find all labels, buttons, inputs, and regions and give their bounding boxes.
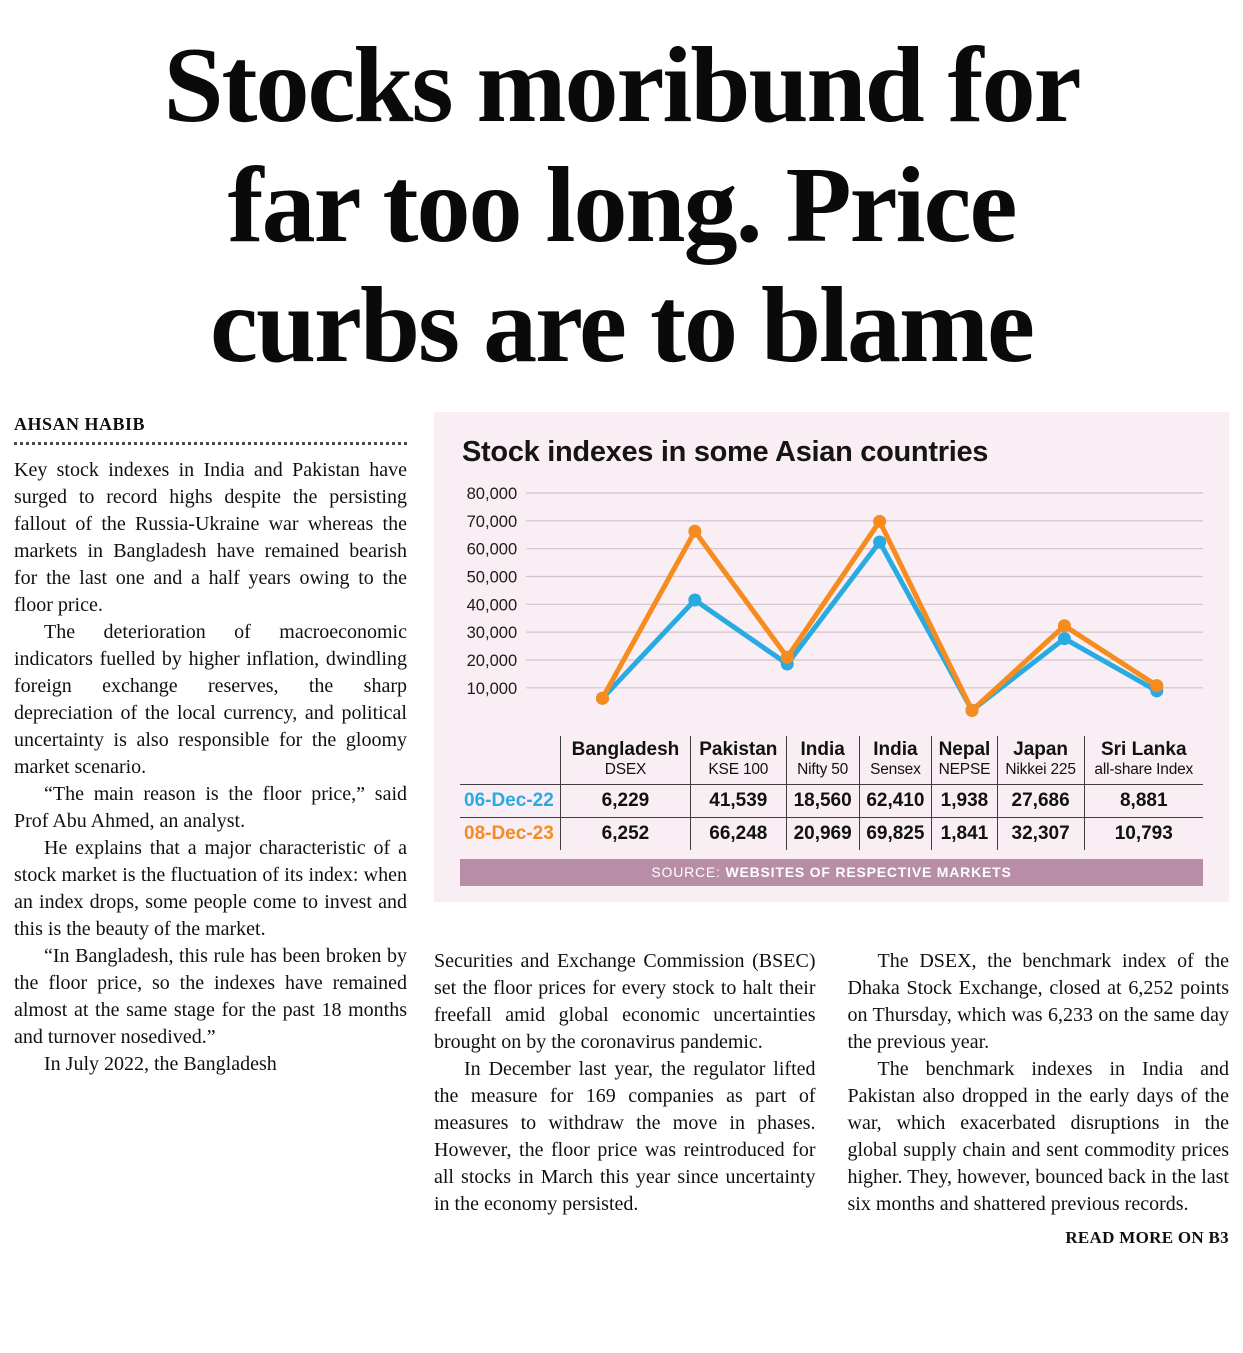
byline: AHSAN HABIB	[14, 414, 146, 434]
headline-line: far too long. Price	[227, 146, 1018, 265]
column-header: Nepal NEPSE	[931, 735, 998, 785]
index-value: 8,881	[1083, 784, 1203, 818]
index-value: 6,229	[560, 784, 691, 818]
index-name: Sensex	[870, 760, 921, 778]
table-row: 06-Dec-22 6,229 41,539 18,560 62,410 1,938 27,…	[460, 784, 1203, 818]
table-row: 08-Dec-23 6,252 66,248 20,969 69,825 1,841 32,…	[460, 817, 1203, 851]
index-value: 20,969	[785, 817, 859, 851]
index-value: 18,560	[785, 784, 859, 818]
headline-line: Stocks moribund for	[163, 26, 1081, 145]
article-column-3: The DSEX, the benchmark index of the Dha…	[848, 948, 1230, 1218]
index-value: 32,307	[996, 817, 1085, 851]
paragraph: In December last year, the regulator lif…	[434, 1058, 816, 1216]
source-label: SOURCE:	[651, 864, 721, 881]
headline: Stocks moribund for far too long. Price cu…	[14, 24, 1229, 412]
left-column: AHSAN HABIB Key stock indexes in India a…	[14, 412, 407, 1078]
source-bar: SOURCE: WEBSITES OF RESPECTIVE MARKETS	[460, 859, 1203, 887]
country-name: India	[800, 738, 845, 760]
index-value: 27,686	[996, 784, 1085, 818]
index-table: Bangladesh DSEX Pakistan KSE 100 India Nifty …	[460, 735, 1203, 851]
index-name: KSE 100	[708, 760, 769, 778]
read-more: READ MORE ON B3	[1065, 1228, 1229, 1248]
svg-text:20,000: 20,000	[467, 651, 518, 670]
paragraph: Securities and Exchange Commission (BSEC…	[434, 950, 816, 1054]
paragraph: The DSEX, the benchmark index of the Dha…	[847, 950, 1230, 1054]
table-corner-cell	[460, 736, 561, 785]
article-column-2: Securities and Exchange Commission (BSEC…	[434, 948, 816, 1248]
paragraph: The benchmark indexes in India and Pakis…	[847, 1058, 1230, 1216]
svg-text:30,000: 30,000	[467, 623, 518, 642]
index-name: Nifty 50	[797, 760, 849, 778]
index-name: DSEX	[604, 760, 647, 778]
paragraph: The deterioration of macroeconomic indic…	[14, 621, 407, 778]
paragraph: In July 2022, the Bangladesh	[44, 1053, 277, 1075]
svg-text:10,000: 10,000	[467, 679, 518, 698]
paragraph: He explains that a major characteristic …	[14, 837, 407, 940]
country-name: Japan	[1013, 738, 1069, 760]
svg-text:70,000: 70,000	[467, 512, 518, 531]
column-header: Sri Lanka all-share Index	[1083, 735, 1203, 785]
source-text: WEBSITES OF RESPECTIVE MARKETS	[725, 864, 1012, 881]
index-value: 6,252	[560, 817, 691, 851]
paragraph: “In Bangladesh, this rule has been broke…	[14, 945, 407, 1048]
svg-text:50,000: 50,000	[467, 568, 518, 587]
index-name: NEPSE	[938, 760, 991, 778]
index-value: 69,825	[858, 817, 932, 851]
svg-text:40,000: 40,000	[467, 595, 518, 614]
column-header: Japan Nikkei 225	[996, 735, 1085, 785]
svg-text:60,000: 60,000	[467, 540, 518, 559]
column-header: Bangladesh DSEX	[560, 735, 691, 785]
index-value: 1,938	[931, 784, 998, 818]
bottom-columns: Securities and Exchange Commission (BSEC…	[434, 948, 1229, 1248]
index-name: Nikkei 225	[1005, 760, 1076, 778]
country-name: Pakistan	[699, 738, 778, 760]
index-value: 1,841	[931, 817, 998, 851]
index-value: 41,539	[689, 784, 787, 818]
index-value: 62,410	[858, 784, 932, 818]
svg-text:80,000: 80,000	[467, 484, 518, 503]
column-header: Pakistan KSE 100	[689, 735, 787, 785]
index-value: 66,248	[689, 817, 787, 851]
paragraph: “The main reason is the floor price,” sa…	[14, 783, 407, 832]
article-content: AHSAN HABIB Key stock indexes in India a…	[14, 412, 1229, 1248]
newspaper-page: Stocks moribund for far too long. Price cu…	[14, 24, 1229, 1248]
country-name: India	[873, 738, 918, 760]
row-date-label: 06-Dec-22	[460, 784, 561, 818]
chart-panel: Stock indexes in some Asian countries 10…	[434, 412, 1229, 903]
index-name: all-share Index	[1094, 760, 1194, 778]
column-header: India Sensex	[858, 735, 932, 785]
line-chart: 10,000 20,000 30,000 40,000 50,000 60,000 70,0…	[467, 484, 1203, 718]
row-date-label: 08-Dec-23	[460, 817, 561, 851]
byline-divider	[14, 442, 407, 445]
right-area: Stock indexes in some Asian countries 10…	[434, 412, 1229, 1248]
headline-line: curbs are to blame	[210, 266, 1035, 385]
country-name: Bangladesh	[571, 738, 680, 760]
column-header: India Nifty 50	[785, 735, 859, 785]
table-header-row: Bangladesh DSEX Pakistan KSE 100 India Nifty …	[460, 735, 1203, 785]
article-column-1: Key stock indexes in India and Pakistan …	[14, 457, 407, 1078]
chart-title: Stock indexes in some Asian countries	[462, 436, 989, 468]
index-value: 10,793	[1083, 817, 1203, 851]
paragraph: Key stock indexes in India and Pakistan …	[14, 459, 407, 616]
country-name: Nepal	[938, 738, 991, 760]
country-name: Sri Lanka	[1100, 738, 1187, 760]
article-column-3-wrap: The DSEX, the benchmark index of the Dha…	[848, 948, 1230, 1248]
